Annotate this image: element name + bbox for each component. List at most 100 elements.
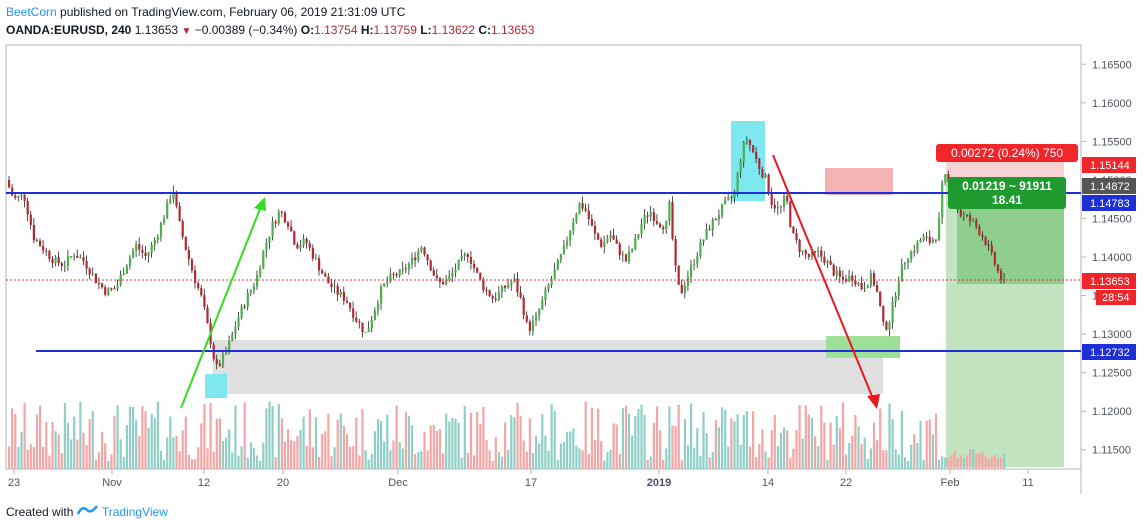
upper-blue-price-tag <box>1082 195 1136 211</box>
volume-bar <box>482 406 485 469</box>
candle-body <box>919 240 922 243</box>
candle-body <box>705 228 708 240</box>
candle-body <box>184 236 187 251</box>
volume-bar <box>206 448 209 469</box>
candle-body <box>398 269 401 276</box>
candle-body <box>708 228 711 230</box>
candle-body <box>553 269 556 279</box>
countdown-tag <box>1096 290 1136 305</box>
volume-bar <box>460 457 463 469</box>
volume-bar <box>817 446 820 469</box>
reward-label-line2: 18.41 <box>992 193 1022 207</box>
candle-body <box>485 290 488 292</box>
candle-body <box>969 215 972 221</box>
price-axis[interactable]: 1.165001.160001.155001.150001.145001.140… <box>1081 59 1132 457</box>
volume-bar <box>442 453 445 469</box>
candle-body <box>39 240 42 247</box>
candle-body <box>522 297 525 316</box>
candle-body <box>900 264 903 282</box>
volume-bar <box>882 449 885 469</box>
low-value: 1.13622 <box>431 23 475 37</box>
author-name[interactable]: BeetCorn <box>6 5 57 19</box>
candle-body <box>45 250 48 252</box>
volume-bar <box>85 445 88 469</box>
volume-bar <box>621 408 624 469</box>
volume-bar <box>606 452 609 469</box>
candle-body <box>832 264 835 276</box>
candle-body <box>20 194 23 197</box>
volume-bar <box>448 421 451 469</box>
volume-bar <box>26 449 29 469</box>
volume-bar <box>488 450 491 469</box>
candle-body <box>507 285 510 288</box>
candle-body <box>866 285 869 288</box>
candle-body <box>79 257 82 259</box>
lower-blue-price-value: 1.12732 <box>1090 347 1130 359</box>
price-tick-label: 1.11500 <box>1092 445 1131 457</box>
candle-body <box>668 202 671 221</box>
volume-bar <box>438 429 442 469</box>
time-axis[interactable]: 23 Nov 12 20 Dec 17 2019 14 22 Feb 11 <box>8 469 1034 489</box>
price-tick-label: 1.14000 <box>1092 252 1132 264</box>
volume-bar <box>634 415 637 469</box>
volume-bar <box>110 454 113 469</box>
candle-body <box>159 222 163 237</box>
volume-bar <box>807 414 810 469</box>
candle-body <box>302 238 305 246</box>
volume-bar <box>832 444 835 469</box>
volume-bar <box>389 450 392 469</box>
volume-bar <box>119 439 122 469</box>
volume-bar <box>169 416 172 469</box>
candle-body <box>163 218 166 223</box>
volume-bar <box>94 459 97 469</box>
risk-label-box[interactable] <box>936 144 1078 162</box>
candle-body <box>454 269 457 273</box>
volume-bar <box>941 456 944 469</box>
volume-bar <box>696 428 699 469</box>
volume-bar <box>256 455 259 469</box>
red-trend-arrow[interactable] <box>772 154 875 402</box>
candle-body <box>476 268 479 273</box>
candle-body <box>417 251 420 261</box>
volume-bar <box>646 460 649 469</box>
volume-bar <box>404 412 407 469</box>
volume-bar <box>274 457 277 469</box>
candle-body <box>448 276 451 280</box>
candle-body <box>603 241 606 247</box>
candle-body <box>432 270 435 276</box>
candle-body <box>314 258 318 260</box>
candle-body <box>655 220 659 224</box>
volume-bar <box>711 451 714 469</box>
volume-bar <box>581 450 584 469</box>
chart-area[interactable]: 0.00272 (0.24%) 750 0.01219 ~ 91911 18.4… <box>0 44 1144 496</box>
candle-body <box>330 283 333 288</box>
candle-body <box>358 321 361 323</box>
volume-bar <box>367 459 370 469</box>
candle-body <box>727 197 730 200</box>
green-trend-arrow[interactable] <box>180 203 263 409</box>
volume-bar <box>132 407 135 469</box>
target-box[interactable] <box>826 336 900 358</box>
resistance-box[interactable] <box>825 168 893 195</box>
candle-body <box>479 272 482 280</box>
volume-bar <box>252 448 256 469</box>
volume-bar <box>752 411 755 469</box>
candle-body <box>426 254 429 261</box>
bottom-highlight-box[interactable] <box>205 374 227 398</box>
support-zone[interactable] <box>213 340 883 394</box>
candle-body <box>231 334 234 341</box>
tradingview-logo-icon[interactable] <box>76 505 99 519</box>
volume-bar <box>559 443 562 469</box>
reward-label-box[interactable] <box>948 177 1066 209</box>
candle-body <box>634 238 637 250</box>
tradingview-brand[interactable]: TradingView <box>101 505 168 519</box>
volume-bar <box>60 453 63 469</box>
candle-body <box>414 257 417 261</box>
candle-body <box>392 273 395 275</box>
candle-body <box>473 263 476 269</box>
volume-bar <box>166 437 169 469</box>
candle-body <box>544 289 547 300</box>
volume-bar <box>398 442 401 469</box>
volume-bar <box>184 416 187 469</box>
volume-bar <box>215 418 218 469</box>
